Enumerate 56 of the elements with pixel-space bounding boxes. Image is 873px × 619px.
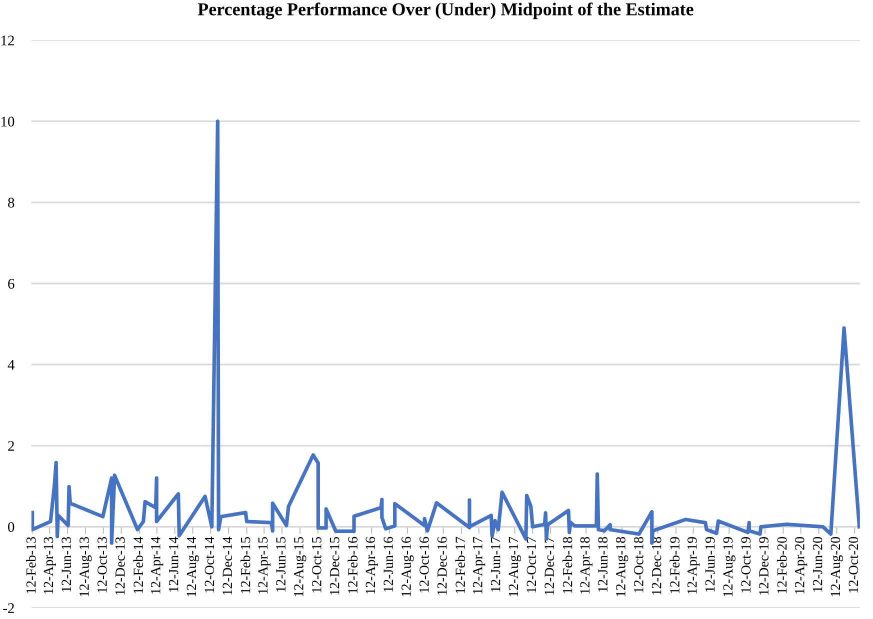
x-tick-label: 12-Oct-15: [312, 537, 322, 592]
x-tick-label: 12-Apr-19: [687, 537, 700, 594]
x-tick-label: 12-Aug-15: [294, 537, 306, 596]
x-tick-label: 12-Oct-16: [420, 536, 429, 592]
x-tick-label: 12-Aug-14: [186, 536, 200, 596]
x-tick-label: 12-Oct-17: [526, 536, 536, 592]
x-tick-label: 12-Feb-19: [670, 537, 680, 594]
x-tick-label: 12-Aug-18: [616, 537, 628, 596]
x-tick-label: 12-Oct-19: [741, 537, 751, 592]
x-tick-label: 12-Jun-17: [490, 536, 500, 592]
x-tick-label: 12-Feb-14: [133, 536, 144, 594]
x-tick-label: 12-Dec-19: [759, 537, 768, 595]
x-tick-label: 12-Aug-13: [80, 537, 92, 596]
y-tick-label: 6: [8, 278, 14, 289]
y-tick-label: 4: [8, 360, 15, 370]
x-tick-label: 12-Aug-17: [508, 536, 522, 596]
y-tick-label: 0: [8, 522, 14, 532]
x-tick-label: 12-Oct-18: [634, 537, 644, 592]
x-tick-label: 12-Aug-16: [402, 536, 414, 596]
x-tick-label: 12-Apr-20: [794, 537, 808, 594]
x-tick-label: 12-Oct-13: [98, 537, 107, 592]
x-tick-label: 12-Apr-18: [580, 537, 592, 594]
y-tick-label: 8: [8, 198, 14, 208]
x-tick-label: 12-Jun-15: [276, 537, 286, 592]
x-tick-label: 12-Apr-16: [366, 536, 378, 594]
chart-title: Percentage Performance Over (Under) Midpoint of the Estimate: [198, 2, 694, 20]
x-tick-label: 12-Jun-16: [384, 536, 394, 592]
y-tick-label: -2: [3, 603, 14, 613]
x-tick-label: 12-Dec-17: [544, 536, 554, 595]
x-tick-label: 12-Dec-16: [437, 536, 447, 595]
x-tick-label: 12-Feb-17: [455, 536, 466, 594]
x-tick-label: 12-Apr-17: [473, 536, 486, 594]
x-tick-label: 12-Oct-14: [204, 536, 214, 592]
x-tick-label: 12-Apr-14: [151, 536, 164, 594]
y-tick-label: 10: [1, 116, 14, 127]
y-tick-label: 2: [8, 441, 14, 451]
x-tick-label: 12-Dec-15: [330, 537, 340, 595]
y-tick-label: 12: [1, 36, 14, 46]
x-tick-label: 12-Feb-20: [776, 537, 787, 594]
x-tick-label: 12-Jun-13: [62, 537, 72, 592]
x-tick-label: 12-Dec-14: [222, 536, 232, 595]
x-tick-label: 12-Aug-20: [830, 537, 843, 596]
x-tick-label: 12-Oct-20: [848, 537, 858, 592]
x-tick-label: 12-Jun-14: [168, 536, 178, 592]
x-tick-label: 12-Aug-19: [723, 537, 736, 596]
x-tick-label: 12-Apr-13: [44, 537, 56, 594]
x-tick-label: 12-Feb-18: [562, 537, 572, 594]
x-tick-label: 12-Jun-18: [598, 537, 608, 592]
x-tick-label: 12-Dec-13: [115, 537, 125, 595]
x-tick-label: 12-Dec-18: [652, 537, 662, 595]
x-tick-label: 12-Feb-16: [348, 536, 358, 594]
x-tick-label: 12-Feb-15: [240, 537, 250, 594]
x-tick-label: 12-Feb-13: [26, 537, 36, 594]
x-tick-label: 12-Apr-15: [258, 537, 270, 594]
x-tick-label: 12-Jun-19: [705, 537, 715, 592]
x-tick-label: 12-Jun-20: [812, 537, 822, 592]
